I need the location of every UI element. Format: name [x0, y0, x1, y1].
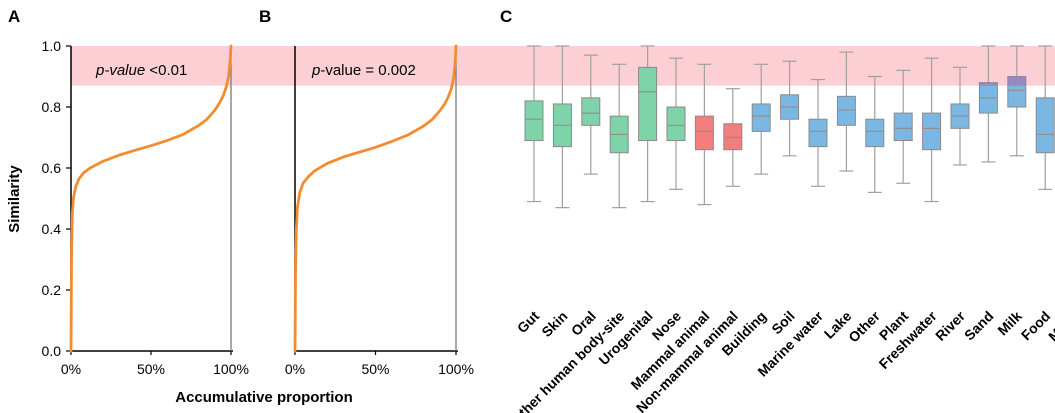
panel-letter-a: A [8, 7, 20, 26]
annotation-a-italic: p-value [95, 62, 145, 79]
box-body [694, 115, 714, 151]
box-10: Soil [768, 60, 800, 337]
annotation-b-rest: -value = 0.002 [320, 62, 416, 79]
box-body [524, 100, 544, 142]
box-17: Sand [961, 45, 998, 344]
y-tick-label-a: 0.4 [42, 221, 62, 237]
box-20: Mock [1045, 308, 1055, 345]
cumulative-curve-a [69, 44, 233, 353]
x-tick-label-b: 50% [361, 361, 389, 377]
box-band-overlap [1007, 76, 1026, 86]
panel-b-chart: 0% 50% 100% [285, 44, 474, 377]
x-tick-label-b: 100% [438, 361, 474, 377]
box-body [836, 95, 856, 126]
category-label: Other [845, 307, 883, 345]
box-body [922, 112, 942, 151]
box-14: Plant [876, 69, 913, 343]
box-12: Lake [821, 51, 856, 342]
annotation-b: p-value = 0.002 [311, 62, 416, 79]
x-tick-label-a: 0% [61, 361, 81, 377]
box-2: Skin [538, 45, 572, 340]
y-tick-label-a: 0.8 [42, 99, 62, 115]
category-label: River [932, 307, 968, 343]
box-body [666, 106, 686, 142]
category-label: Food [1018, 308, 1054, 344]
box-body [751, 103, 771, 132]
box-3: Oral [568, 54, 601, 339]
y-tick-label-a: 0.2 [42, 282, 62, 298]
category-label: Sand [961, 308, 997, 344]
y-tick-label-a: 1.0 [42, 38, 62, 54]
box-body [893, 112, 913, 142]
annotation-a-rest: <0.01 [145, 62, 187, 79]
box-body [1035, 97, 1055, 154]
box-body [865, 118, 885, 148]
panel-letter-b: B [259, 7, 271, 26]
annotation-b-italic: p [311, 62, 320, 79]
box-body [638, 66, 658, 142]
box-16: River [932, 66, 970, 344]
category-label: Skin [538, 308, 570, 340]
y-tick-label-a: 0.6 [42, 160, 62, 176]
annotation-a: p-value <0.01 [95, 62, 187, 79]
y-tick-label-a: 0.0 [42, 343, 62, 359]
x-tick-label-a: 100% [213, 361, 249, 377]
x-tick-label-b: 0% [285, 361, 305, 377]
x-tick-label-a: 50% [137, 361, 165, 377]
panel-a-chart: 0.0 0.2 0.4 0.6 0.8 1.0 0% 50% 100% [42, 38, 249, 377]
cumulative-curve-b [293, 44, 458, 353]
box-body [808, 118, 828, 148]
box-1: Gut [514, 45, 544, 337]
x-axis-title: Accumulative proportion [175, 389, 353, 406]
category-label: Gut [514, 308, 543, 337]
panel-letter-c: C [500, 7, 512, 26]
box-band-overlap [979, 82, 998, 86]
box-body [581, 97, 601, 126]
y-axis-title: Similarity [6, 165, 23, 233]
box-body [723, 123, 743, 151]
box-18: Milk [994, 45, 1027, 338]
